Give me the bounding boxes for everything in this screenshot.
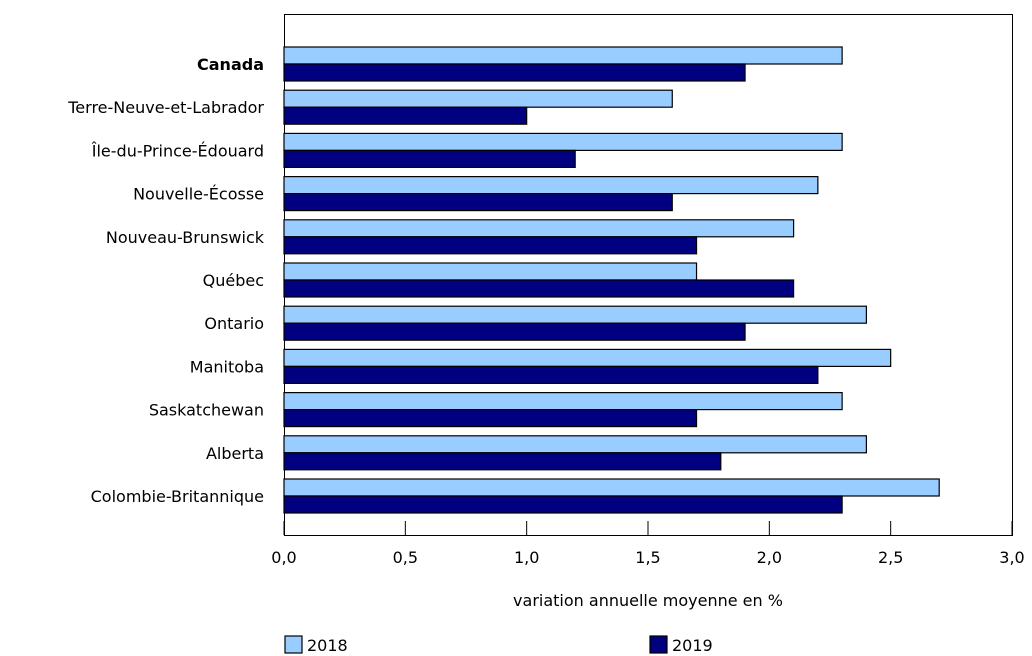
bar-2018-3 xyxy=(283,176,819,195)
bar-2019-4 xyxy=(283,236,698,255)
category-labels: Canada Terre-Neuve-et-Labrador Île-du-Prin… xyxy=(67,55,264,506)
legend-swatch-2018 xyxy=(284,635,303,654)
x-tick-label: 0,0 xyxy=(271,548,296,567)
x-tick-label: 0,5 xyxy=(393,548,418,567)
x-tick-label: 2,0 xyxy=(757,548,782,567)
bar-2018-7 xyxy=(283,348,892,367)
bar-2019-1 xyxy=(283,106,528,125)
bar-2019-9 xyxy=(283,452,722,471)
x-tick-label: 1,5 xyxy=(635,548,660,567)
bar-2018-9 xyxy=(283,435,868,454)
bar-2018-2 xyxy=(283,132,843,151)
category-label: Manitoba xyxy=(190,357,264,376)
category-label: Nouveau-Brunswick xyxy=(106,228,265,247)
category-label: Saskatchewan xyxy=(149,401,264,420)
bar-2018-0 xyxy=(283,46,843,65)
bar-2019-3 xyxy=(283,193,673,212)
category-label: Ontario xyxy=(204,314,264,333)
bar-2019-5 xyxy=(283,279,795,298)
x-axis-title: variation annuelle moyenne en % xyxy=(513,591,783,610)
legend: 2018 2019 xyxy=(284,635,713,655)
bar-2018-5 xyxy=(283,262,698,281)
x-axis-ticks: 0,0 0,5 1,0 1,5 2,0 2,5 3,0 xyxy=(271,521,1025,567)
bar-2018-8 xyxy=(283,392,843,411)
bars-group xyxy=(283,46,940,514)
bar-2019-8 xyxy=(283,409,698,428)
x-tick-label: 2,5 xyxy=(878,548,903,567)
x-tick-label: 1,0 xyxy=(514,548,539,567)
category-label: Terre-Neuve-et-Labrador xyxy=(67,98,264,117)
category-label: Alberta xyxy=(206,444,264,463)
bar-2019-10 xyxy=(283,495,843,514)
bar-2018-1 xyxy=(283,89,673,108)
category-label: Colombie-Britannique xyxy=(91,487,264,506)
legend-label-2019: 2019 xyxy=(672,636,713,655)
category-label: Canada xyxy=(197,55,264,74)
category-label: Québec xyxy=(203,271,264,290)
bar-2019-7 xyxy=(283,365,819,384)
legend-swatch-2019 xyxy=(649,635,668,654)
bar-2019-0 xyxy=(283,63,746,82)
x-tick-label: 3,0 xyxy=(999,548,1024,567)
legend-label-2018: 2018 xyxy=(307,636,348,655)
bar-2019-6 xyxy=(283,322,746,341)
category-label: Île-du-Prince-Édouard xyxy=(91,141,264,160)
category-label: Nouvelle-Écosse xyxy=(133,185,264,204)
bar-2019-2 xyxy=(283,149,576,168)
bar-2018-4 xyxy=(283,219,795,238)
bar-2018-6 xyxy=(283,305,868,324)
bar-2018-10 xyxy=(283,478,940,497)
